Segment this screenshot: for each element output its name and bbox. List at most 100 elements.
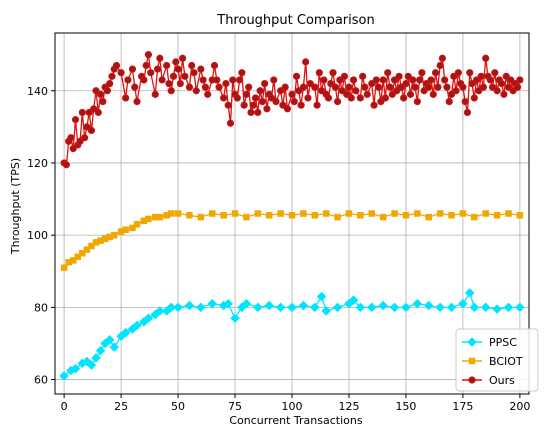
data-point-ours	[272, 97, 280, 106]
data-point-ppsc	[412, 298, 423, 309]
data-point-ours	[425, 83, 433, 91]
data-point-ours	[140, 76, 148, 84]
data-point-bciot	[402, 212, 410, 219]
x-tick-label: 150	[395, 400, 416, 413]
data-point-ours	[411, 83, 419, 91]
data-point-ours	[333, 97, 342, 106]
data-point-ppsc	[366, 302, 377, 313]
x-tick-label: 75	[228, 400, 242, 413]
data-point-bciot	[300, 210, 307, 217]
data-point-ours	[176, 79, 184, 88]
x-tick-label: 0	[61, 400, 68, 413]
data-point-ours	[363, 90, 371, 98]
data-point-ours	[347, 94, 355, 102]
data-point-bciot	[122, 226, 129, 233]
data-point-ours	[418, 69, 426, 77]
data-point-bciot	[493, 212, 501, 219]
data-point-bciot	[334, 213, 341, 221]
data-point-ppsc	[109, 342, 120, 352]
data-point-ppsc	[298, 300, 309, 311]
data-point-ours	[163, 61, 171, 70]
data-point-ppsc	[503, 302, 514, 313]
data-point-ours	[71, 116, 80, 124]
data-point-ppsc	[166, 302, 177, 313]
data-point-ours	[270, 76, 278, 84]
data-point-bciot	[88, 242, 95, 250]
data-point-ours	[192, 87, 200, 95]
data-point-ppsc	[321, 306, 332, 316]
data-point-ppsc	[515, 302, 525, 313]
data-point-ours	[299, 83, 307, 91]
data-point-ours	[99, 97, 107, 106]
data-point-ours	[302, 58, 310, 66]
data-point-ours	[356, 94, 364, 102]
data-point-ours	[167, 87, 175, 95]
data-point-ppsc	[287, 302, 297, 313]
data-point-ours	[238, 69, 246, 77]
data-point-ppsc	[435, 302, 445, 313]
data-point-bciot	[357, 212, 364, 219]
data-point-ours	[215, 83, 223, 91]
data-point-bciot	[79, 249, 86, 257]
data-point-ours	[158, 76, 166, 84]
data-point-ppsc	[464, 288, 475, 298]
data-point-ours	[283, 105, 292, 113]
data-point-ours	[147, 69, 155, 77]
chart-title: Throughput Comparison	[216, 13, 374, 28]
data-point-ours	[416, 76, 424, 84]
data-point-bciot	[129, 224, 136, 232]
data-point-ours	[479, 83, 488, 91]
data-point-ours	[386, 83, 394, 91]
data-point-ours	[197, 65, 205, 73]
data-point-ours	[454, 69, 462, 77]
data-point-ours	[441, 76, 449, 84]
data-point-ours	[94, 108, 102, 117]
data-point-ours	[361, 83, 369, 91]
data-point-ours	[320, 76, 328, 84]
data-point-ours	[190, 69, 198, 77]
data-point-ours	[247, 108, 255, 117]
data-point-bciot	[145, 215, 152, 223]
data-point-ppsc	[446, 302, 457, 313]
data-point-bciot	[482, 210, 489, 217]
data-point-ppsc	[143, 313, 154, 324]
x-tick-label: 100	[282, 400, 303, 413]
data-point-ours	[470, 94, 478, 102]
data-point-bciot	[265, 212, 273, 219]
data-point-ours	[106, 79, 114, 88]
y-tick-label: 60	[34, 374, 48, 387]
data-point-ppsc	[173, 302, 183, 313]
data-point-ppsc	[275, 302, 286, 313]
data-point-ours	[459, 83, 467, 91]
data-point-ours	[482, 54, 490, 62]
data-point-ours	[242, 90, 251, 98]
data-point-ours	[122, 94, 130, 102]
data-point-ours	[400, 94, 408, 102]
data-point-ours	[220, 94, 228, 102]
data-point-bciot	[436, 210, 444, 217]
data-point-ours	[409, 76, 417, 84]
data-point-ours	[493, 87, 501, 95]
data-point-ours	[112, 61, 121, 70]
data-point-bciot	[74, 253, 82, 261]
legend: PPSC BCIOT Ours	[455, 328, 539, 392]
data-point-ours	[413, 97, 421, 106]
data-point-ours	[324, 94, 333, 102]
data-point-ours	[288, 90, 296, 98]
data-point-ours	[222, 79, 230, 88]
data-point-ours	[133, 97, 141, 106]
data-point-ours	[340, 72, 349, 80]
data-point-ours	[498, 79, 506, 88]
data-point-bciot	[156, 213, 164, 221]
data-point-bciot	[69, 257, 77, 264]
data-point-ours	[96, 90, 105, 98]
data-point-ppsc	[355, 302, 366, 313]
data-point-ppsc	[316, 291, 327, 302]
data-point-ours	[463, 108, 472, 117]
data-point-ppsc	[223, 298, 234, 309]
data-point-ours	[349, 76, 358, 84]
data-point-ppsc	[378, 300, 389, 311]
data-point-ours	[315, 69, 323, 77]
data-point-bciot	[60, 264, 68, 271]
